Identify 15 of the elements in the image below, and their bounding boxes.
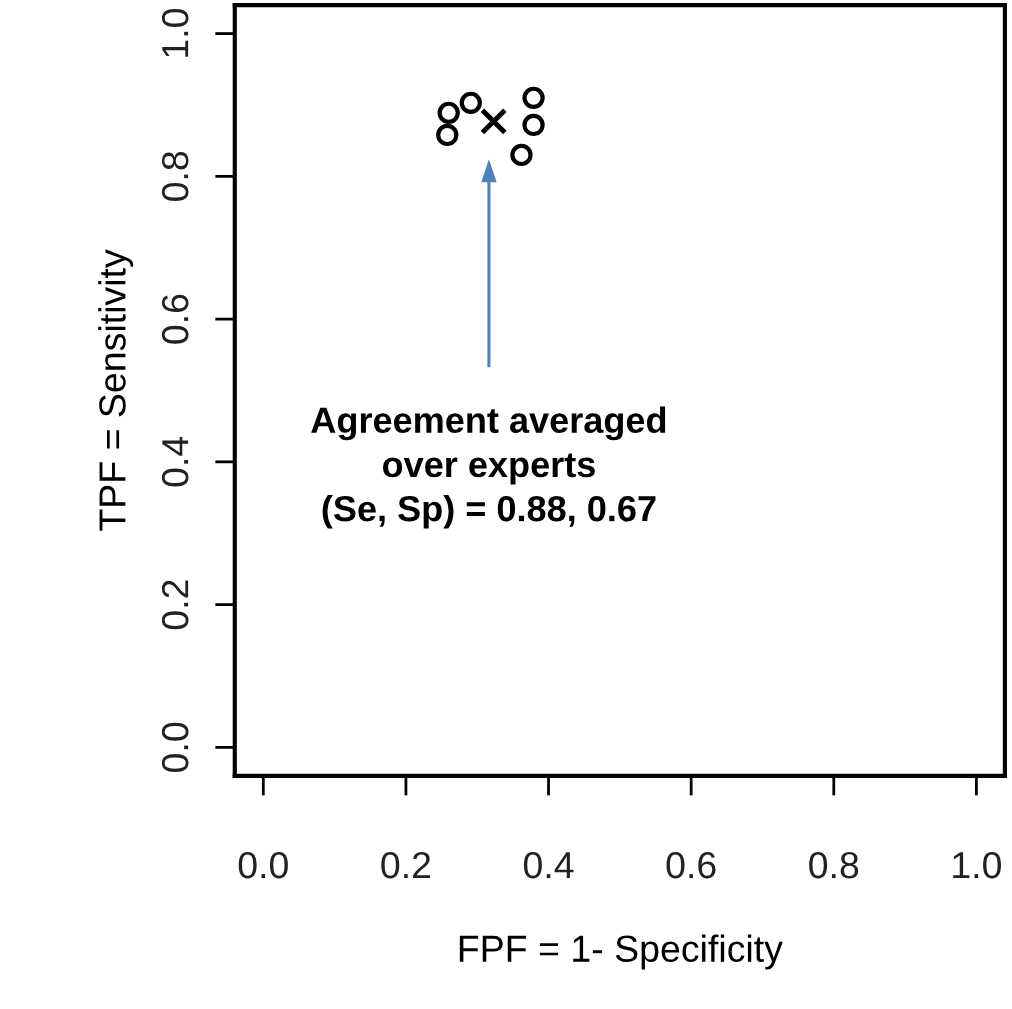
y-tick-label: 0.4 [161, 436, 189, 487]
x-axis-title: FPF = 1- Specificity [459, 934, 783, 970]
x-tick-label: 0.6 [666, 851, 716, 879]
x-tick-label: 0.8 [809, 851, 859, 879]
y-tick-label: 0.6 [161, 294, 189, 344]
y-tick-label: 0.0 [161, 722, 189, 772]
y-tick-label: 1.0 [161, 9, 189, 57]
y-tick-label: 0.8 [161, 151, 189, 201]
x-tick-label: 1.0 [953, 851, 1001, 879]
x-tick-label: 0.2 [381, 851, 431, 879]
annotation: Agreement averaged over experts (Se, Sp) = 0.88, 0.67 [311, 406, 666, 529]
y-axis-title: TPF = Sensitivity [98, 249, 134, 531]
x-tick-label: 0.0 [238, 851, 288, 879]
x-tick-label: 0.4 [523, 851, 574, 879]
y-tick-label: 0.2 [161, 580, 189, 630]
